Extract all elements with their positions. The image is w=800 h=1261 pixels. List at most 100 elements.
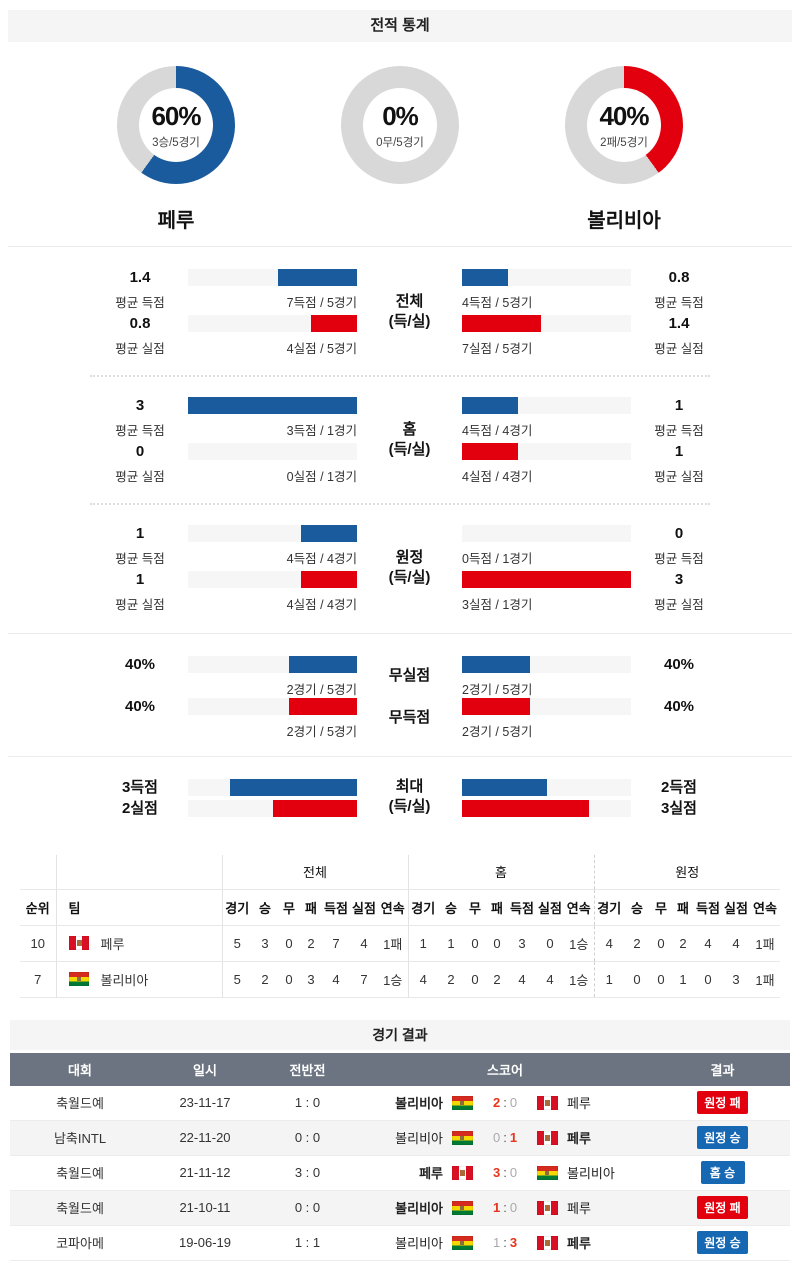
section-label-max: 최대 (득/실) [388,778,431,815]
bar-fill [301,525,357,542]
header-league: 대회 [68,1062,92,1078]
stat-row: 0.8 평균 실점 4실점 / 5경기 7실점 / 5경기 1.4 평균 실점 [0,315,800,357]
away-team-name: 페루 [567,1201,591,1216]
away-team-name: 볼리비아 [567,1166,615,1181]
win-rate-percent: 60% [151,100,201,131]
bar-label: 7실점 / 5경기 [462,342,533,356]
bar-label: 0실점 / 1경기 [286,470,357,484]
stat-row: 0 평균 실점 0실점 / 1경기 4실점 / 4경기 1 평균 실점 [0,443,800,485]
result-badge: 원정 승 [697,1126,748,1149]
league: 코파아메 [56,1236,104,1251]
avg-label: 평균 실점 [654,470,704,484]
team-flag-icon [452,1095,473,1110]
max-value: 3실점 [661,800,697,817]
league: 축월드예 [56,1201,104,1216]
home-team-name: 페루 [419,1166,443,1181]
results-title: 경기 결과 [10,1019,790,1050]
rank-value: 7 [20,961,56,998]
bar-track [188,571,357,588]
team-names: 페루 볼리비아 [0,204,800,234]
team-flag-icon [537,1130,558,1145]
bar-track [188,779,357,796]
avg-value: 3 [135,397,145,414]
bar-track [462,571,631,588]
avg-label: 평균 실점 [654,342,704,356]
avg-value: 0 [674,525,684,542]
league: 축월드예 [56,1096,104,1111]
win-rate-caption: 3승/5경기 [152,136,200,149]
standings-column-header: 순위 팀 경기 승 무 패 득점 실점 연속 경기 승 무 패 득점 실점 연속 경기 승 무 패 득점 실점 연속 [20,889,780,926]
standings-group-header: 전체 홈 원정 [20,855,780,890]
rank-header: 순위 [20,889,56,926]
bar-fill [462,779,547,796]
stat-section-overall: 전체 (득/실) 1.4 평균 득점 7득점 / 5경기 4득점 / 5경기 0… [0,259,800,365]
percent-value: 40% [124,698,156,715]
home-team-name: 볼리비아 [395,1201,443,1216]
bar-track [188,800,357,817]
final-score: 0:1 [492,1130,518,1145]
stat-row: 40% 2경기 / 5경기 무득점 2경기 / 5경기 40% [0,698,800,739]
rank-value: 10 [20,925,56,962]
stat-row: 40% 2경기 / 5경기 무실점 2경기 / 5경기 40% [0,656,800,697]
bar-fill [462,315,542,332]
home-team-name: 볼리비아 [395,1096,443,1111]
bar-track [188,443,357,460]
row-label-no-goal: 무득점 [388,709,431,726]
avg-label: 평균 실점 [115,470,165,484]
team-name: 페루 [100,936,125,952]
draw-rate-donut: 0% 0무/5경기 [341,66,459,184]
stat-row: 1.4 평균 득점 7득점 / 5경기 4득점 / 5경기 0.8 평균 득점 [0,269,800,311]
final-score: 3:0 [492,1165,518,1180]
bar-track [188,315,357,332]
bar-label: 3실점 / 1경기 [462,598,533,612]
bar-label: 7득점 / 5경기 [286,296,357,310]
result-badge: 원정 패 [697,1196,748,1219]
section-label-home: 홈 (득/실) [388,421,431,458]
section-label-away: 원정 (득/실) [388,549,431,586]
results-header: 대회 일시 전반전 스코어 결과 [10,1052,790,1086]
match-row: 축월드예 21-10-11 0 : 0 볼리비아 1:0 페루 원정 패 [10,1190,790,1226]
avg-value: 1.4 [668,315,690,332]
donut-charts: 60% 3승/5경기 0% 0무/5경기 40% 2패/5경기 [0,66,800,188]
bar-fill [272,800,357,817]
team-flag-icon [537,1235,558,1250]
result-badge: 원정 패 [697,1091,748,1114]
max-value: 3득점 [122,779,158,796]
bar-track [462,397,631,414]
percent-value: 40% [663,656,695,673]
bar-track [188,656,357,673]
home-team-name: 볼리비아 [395,1131,443,1146]
match-date: 22-11-20 [179,1130,231,1145]
match-date: 21-11-12 [179,1165,231,1180]
bar-track [462,443,631,460]
bar-label: 4실점 / 4경기 [462,470,533,484]
standings-row-peru: 10 페루 5 3 0 2 7 4 1패 1 1 0 0 3 0 1승 4 2 0 2 4 4 1패 [20,925,780,962]
divider [8,633,792,634]
bar-label: 4득점 / 5경기 [462,296,533,310]
away-team-name: 페루 [567,1131,591,1146]
team-flag-icon [452,1130,473,1145]
first-half-score: 1 : 1 [294,1235,321,1250]
bar-label: 2경기 / 5경기 [286,725,357,739]
avg-value: 1.4 [129,269,151,286]
bar-label: 4실점 / 4경기 [286,598,357,612]
section-label-overall: 전체 (득/실) [388,293,431,330]
stat-section-max: 최대 (득/실) 3득점 2득점 2실점 3실점 [0,769,800,825]
avg-label: 평균 실점 [115,342,165,356]
bar-track [462,525,631,542]
avg-value: 1 [135,525,145,542]
percent-value: 40% [124,656,156,673]
header-score: 스코어 [487,1062,523,1078]
match-date: 23-11-17 [179,1095,231,1110]
avg-label: 평균 득점 [654,296,704,310]
bar-fill [462,269,508,286]
avg-label: 평균 득점 [115,424,165,438]
bar-fill [289,698,357,715]
bar-fill [311,315,357,332]
away-team-name: 페루 [567,1096,591,1111]
avg-value: 0 [135,443,145,460]
team-name: 볼리비아 [100,972,149,988]
team-header: 팀 [55,889,222,926]
stat-row: 1 평균 득점 4득점 / 4경기 0득점 / 1경기 0 평균 득점 [0,525,800,567]
bar-label: 3득점 / 1경기 [286,424,357,438]
